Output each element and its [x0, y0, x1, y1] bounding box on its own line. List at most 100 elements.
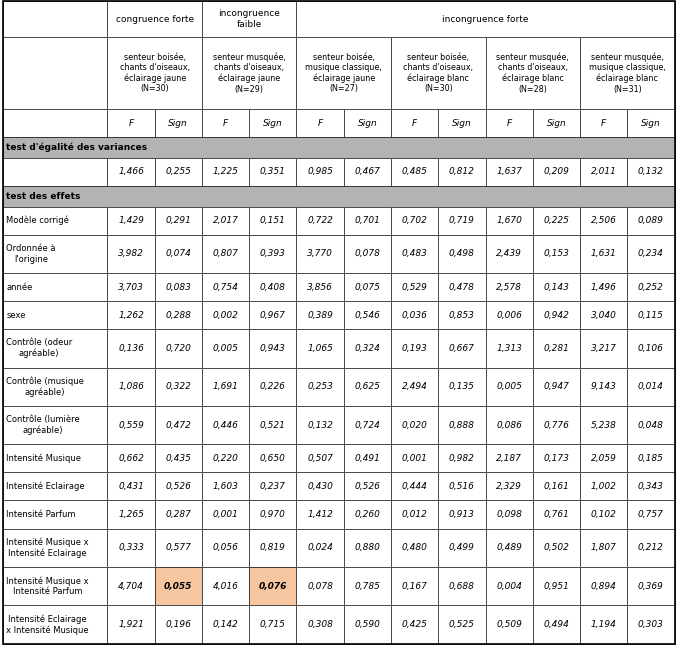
Text: 0,502: 0,502	[544, 543, 570, 552]
Text: 0,715: 0,715	[260, 620, 286, 629]
Bar	[107, 567, 155, 605]
Bar	[107, 235, 155, 273]
Bar	[438, 567, 485, 605]
Text: 3,703: 3,703	[118, 283, 144, 292]
Bar	[580, 528, 627, 567]
Bar	[155, 329, 202, 368]
Text: incongruence
faible: incongruence faible	[218, 9, 280, 29]
Text: 0,498: 0,498	[449, 250, 475, 259]
Text: 0,291: 0,291	[165, 216, 191, 225]
Text: 0,688: 0,688	[449, 582, 475, 591]
Bar	[296, 567, 344, 605]
Bar	[3, 206, 107, 235]
Bar	[155, 158, 202, 186]
Text: 1,670: 1,670	[496, 216, 522, 225]
Text: 0,880: 0,880	[355, 543, 380, 552]
Bar	[391, 301, 438, 329]
Bar	[296, 406, 344, 444]
Bar	[107, 406, 155, 444]
Bar	[202, 206, 250, 235]
Bar	[438, 605, 485, 644]
Bar	[344, 158, 391, 186]
Bar	[391, 528, 438, 567]
Text: 0,303: 0,303	[638, 620, 664, 629]
Bar	[580, 567, 627, 605]
Bar	[155, 605, 202, 644]
Bar	[438, 329, 485, 368]
Text: 0,002: 0,002	[213, 311, 239, 320]
Bar	[533, 235, 580, 273]
Bar	[485, 368, 533, 406]
Bar	[627, 406, 675, 444]
Bar	[3, 567, 107, 605]
Text: 0,324: 0,324	[355, 344, 380, 353]
Bar	[580, 109, 627, 137]
Bar	[107, 301, 155, 329]
Text: 0,287: 0,287	[165, 510, 191, 519]
Bar	[202, 273, 250, 301]
Text: incongruence forte: incongruence forte	[442, 14, 529, 23]
Bar	[155, 406, 202, 444]
Bar	[3, 406, 107, 444]
Bar	[296, 206, 344, 235]
Bar	[391, 158, 438, 186]
Bar	[438, 406, 485, 444]
Bar	[107, 605, 155, 644]
Text: 1,313: 1,313	[496, 344, 522, 353]
Bar	[485, 301, 533, 329]
Bar	[202, 368, 250, 406]
Text: Intensité Musique x
Intensité Parfum: Intensité Musique x Intensité Parfum	[6, 576, 89, 596]
Text: 0,024: 0,024	[307, 543, 333, 552]
Text: 0,888: 0,888	[449, 421, 475, 430]
Bar	[438, 273, 485, 301]
Bar	[250, 235, 296, 273]
Text: 0,719: 0,719	[449, 216, 475, 225]
Text: 0,724: 0,724	[355, 421, 380, 430]
Text: 0,662: 0,662	[118, 454, 144, 463]
Text: 0,819: 0,819	[260, 543, 286, 552]
Text: senteur boisée,
chants d'oiseaux,
éclairage blanc
(N=30): senteur boisée, chants d'oiseaux, éclair…	[403, 52, 473, 94]
Bar	[627, 109, 675, 137]
Bar	[533, 567, 580, 605]
Bar	[533, 329, 580, 368]
Bar	[155, 301, 202, 329]
Bar	[155, 368, 202, 406]
Bar	[580, 501, 627, 528]
Bar	[202, 37, 296, 109]
Text: 1,691: 1,691	[213, 382, 239, 392]
Bar	[155, 206, 202, 235]
Bar	[296, 528, 344, 567]
Text: 0,089: 0,089	[638, 216, 664, 225]
Bar	[580, 206, 627, 235]
Bar	[3, 528, 107, 567]
Bar	[485, 329, 533, 368]
Text: 0,393: 0,393	[260, 250, 286, 259]
Text: 0,499: 0,499	[449, 543, 475, 552]
Bar	[580, 567, 627, 605]
Text: F: F	[506, 119, 512, 128]
Bar	[580, 301, 627, 329]
Bar	[580, 37, 675, 109]
Bar	[250, 605, 296, 644]
Bar	[485, 501, 533, 528]
Text: 0,076: 0,076	[259, 582, 287, 591]
Text: Intensité Musique: Intensité Musique	[6, 453, 81, 463]
Text: 0,252: 0,252	[638, 283, 664, 292]
Text: 0,102: 0,102	[591, 510, 617, 519]
Bar	[580, 235, 627, 273]
Text: 9,143: 9,143	[591, 382, 617, 392]
Text: 3,217: 3,217	[591, 344, 617, 353]
Text: Sign: Sign	[357, 119, 377, 128]
Bar	[580, 501, 627, 528]
Bar	[296, 301, 344, 329]
Text: 1,631: 1,631	[591, 250, 617, 259]
Text: 0,255: 0,255	[165, 167, 191, 176]
Bar	[296, 501, 344, 528]
Text: 2,329: 2,329	[496, 482, 522, 491]
Bar	[296, 109, 344, 137]
Text: 0,507: 0,507	[307, 454, 333, 463]
Bar	[485, 406, 533, 444]
Text: Intensité Eclairage
x Intensité Musique: Intensité Eclairage x Intensité Musique	[6, 614, 89, 635]
Bar	[155, 368, 202, 406]
Bar	[202, 301, 250, 329]
